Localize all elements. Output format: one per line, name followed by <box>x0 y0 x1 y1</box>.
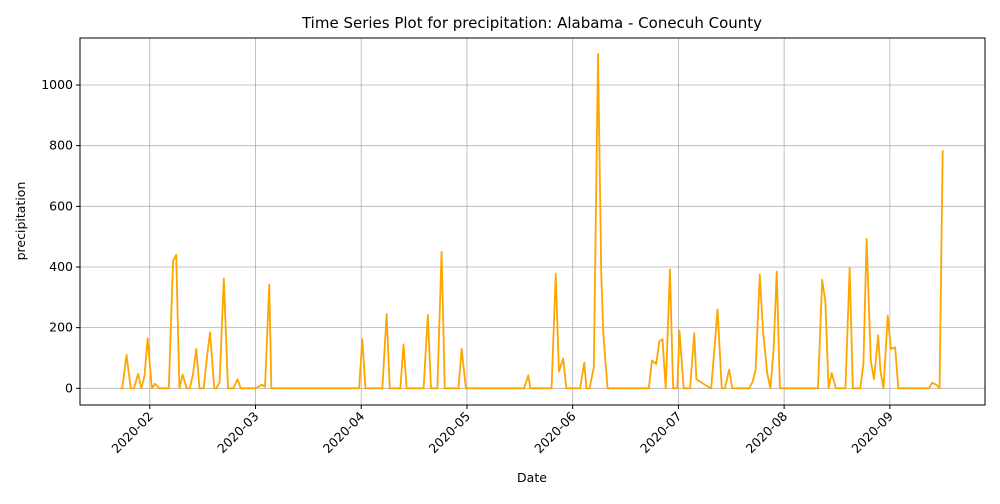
x-tick-label: 2020-09 <box>848 408 896 456</box>
data-line <box>120 52 944 390</box>
x-tick-label: 2020-07 <box>637 409 685 457</box>
y-tick-label: 400 <box>49 259 73 274</box>
x-axis-label: Date <box>517 470 547 485</box>
x-tick-label: 2020-06 <box>531 408 579 456</box>
y-tick-label: 0 <box>65 380 73 395</box>
x-tick-label: 2020-03 <box>214 409 262 457</box>
chart-title: Time Series Plot for precipitation: Alab… <box>301 14 762 32</box>
plot-frame <box>79 37 986 406</box>
x-tick-label: 2020-02 <box>108 409 156 457</box>
y-tick-label: 600 <box>49 198 73 213</box>
x-tick-label: 2020-04 <box>320 408 368 456</box>
y-tick-label: 1000 <box>41 77 73 92</box>
x-tick-label: 2020-05 <box>426 409 474 457</box>
y-axis-label: precipitation <box>13 182 28 261</box>
y-tick-label: 200 <box>49 320 73 335</box>
x-tick-label: 2020-08 <box>743 408 791 456</box>
y-tick-label: 800 <box>49 138 73 153</box>
